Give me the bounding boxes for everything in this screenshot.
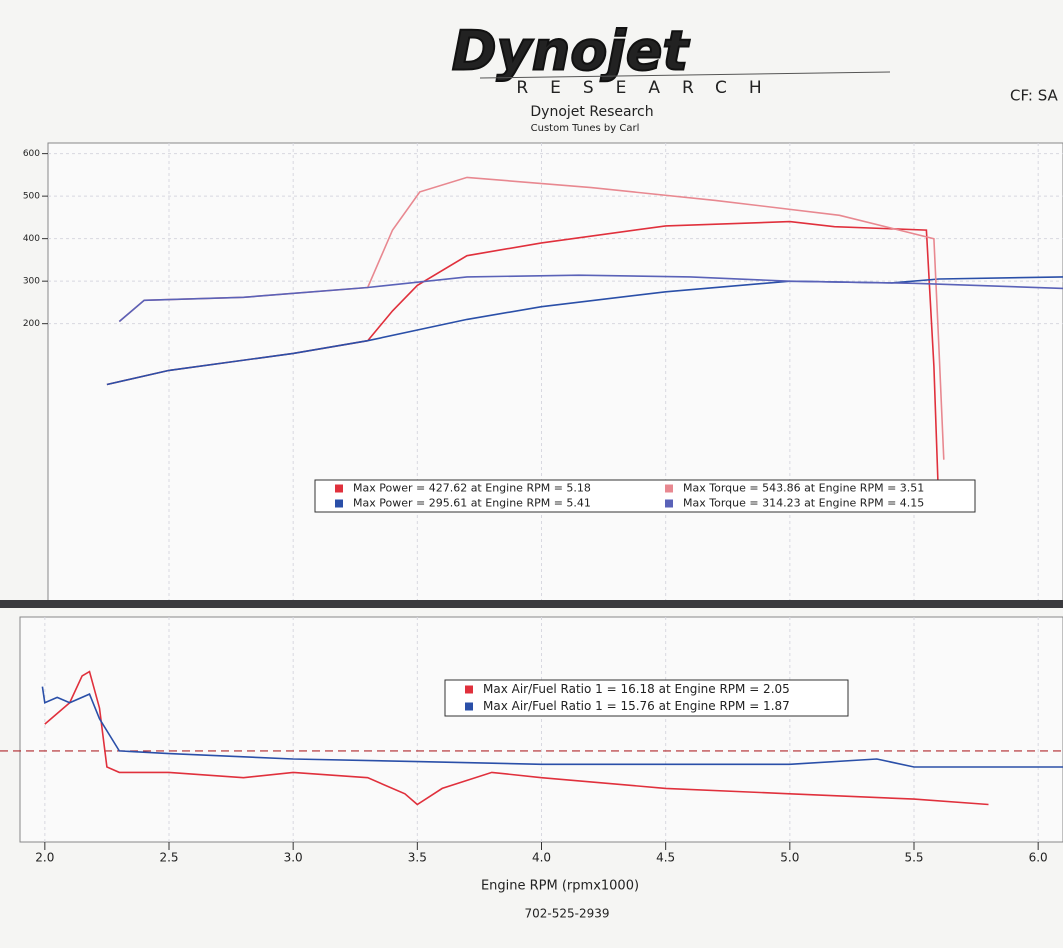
legend-box	[314, 479, 976, 513]
x-axis-label: Engine RPM (rpmx1000)	[481, 879, 639, 894]
x-tick-label: 3.5	[408, 851, 427, 865]
legend-label: Max Power = 427.62 at Engine RPM = 5.18	[353, 482, 591, 495]
logo-sub: RESEARCH	[516, 78, 783, 98]
legend-box	[444, 679, 849, 717]
legend-swatch	[465, 702, 473, 711]
logo: Dynojet	[452, 20, 691, 83]
y-tick-label: 600	[23, 149, 40, 159]
legend-label: Max Torque = 543.86 at Engine RPM = 3.51	[683, 482, 924, 495]
y-tick-label: 300	[23, 277, 40, 287]
title: Dynojet Research	[530, 104, 653, 120]
marks: 2.0 2.5 3.0 3.5 4.0 4.5 5.0 5.5 6.0 200 300 400 500 6…	[0, 143, 1063, 865]
x-tick-label: 3.0	[284, 851, 303, 865]
divider	[0, 600, 1063, 608]
phone: 702-525-2939	[524, 907, 609, 921]
top-plot-frame	[47, 142, 1063, 602]
legend-label: Max Power = 295.61 at Engine RPM = 5.41	[353, 497, 591, 510]
series-line	[106, 276, 1063, 386]
x-tick-label: 4.0	[532, 851, 551, 865]
legend-label: Max Air/Fuel Ratio 1 = 15.76 at Engine R…	[483, 699, 790, 713]
x-tick-label: 2.0	[35, 851, 54, 865]
legend-label: Max Air/Fuel Ratio 1 = 16.18 at Engine R…	[483, 682, 790, 696]
x-tick-label: 4.5	[656, 851, 675, 865]
x-tick-label: 5.5	[904, 851, 923, 865]
bottom-plot-frame	[19, 616, 1063, 843]
y-tick-label: 400	[23, 234, 40, 244]
x-tick-label: 5.0	[780, 851, 799, 865]
legend-swatch	[335, 484, 343, 493]
y-tick-label: 200	[23, 319, 40, 329]
legend-swatch	[665, 499, 673, 508]
legend-swatch	[465, 685, 473, 694]
legend-swatch	[335, 499, 343, 508]
subtitle: Custom Tunes by Carl	[531, 123, 640, 134]
x-tick-label: 2.5	[159, 851, 178, 865]
y-tick-label: 500	[23, 192, 40, 202]
logo-rule	[479, 71, 891, 79]
legend-swatch	[665, 484, 673, 493]
series-line	[118, 274, 1063, 323]
series-line	[44, 670, 989, 806]
series-line	[41, 686, 1063, 768]
x-tick-label: 6.0	[1029, 851, 1048, 865]
cf-label: CF: SA	[1010, 87, 1059, 105]
legend-label: Max Torque = 314.23 at Engine RPM = 4.15	[683, 497, 924, 510]
